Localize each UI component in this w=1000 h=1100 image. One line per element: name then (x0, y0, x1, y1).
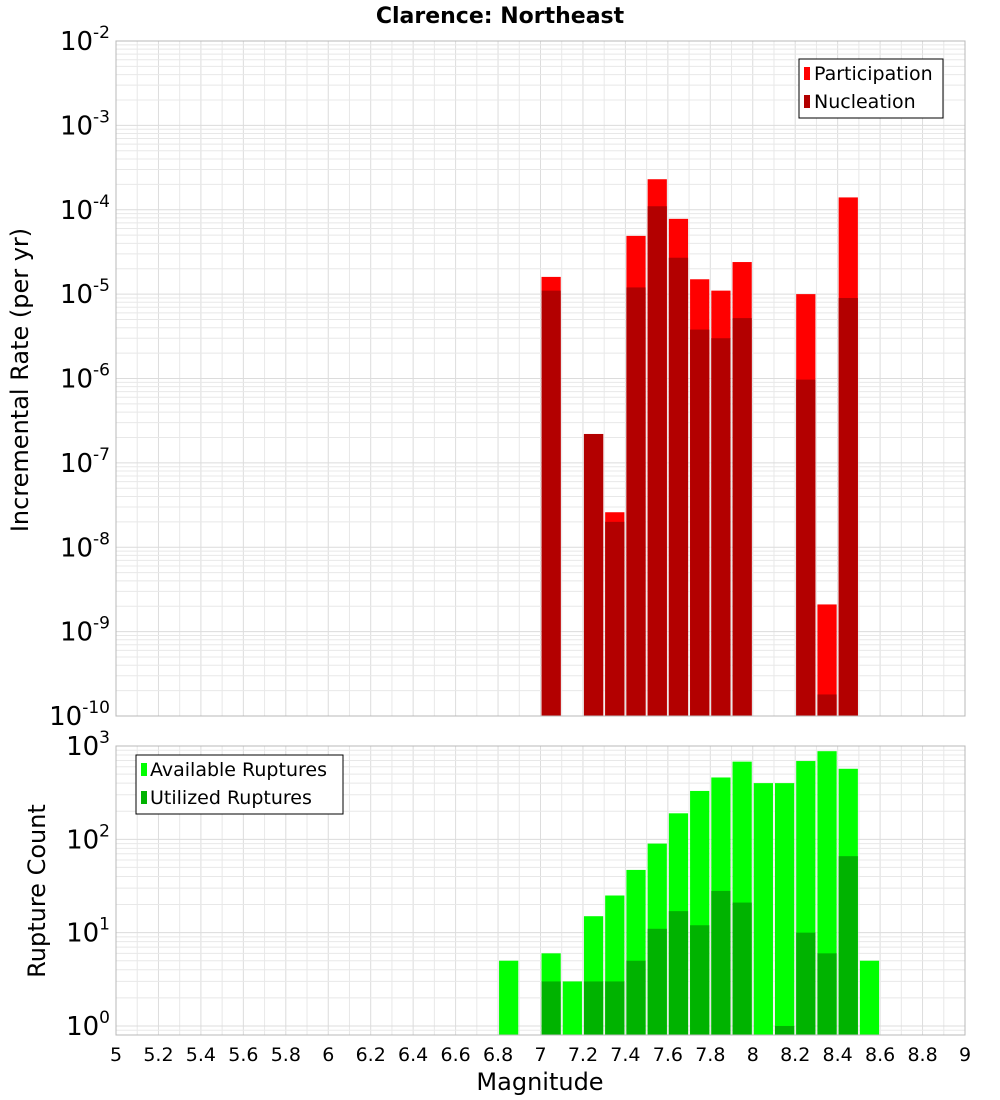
top-plot-frame (115, 40, 966, 717)
y-tick-label: 102 (66, 821, 110, 855)
rate-b-bar (541, 290, 561, 716)
rate-b-bar (711, 338, 731, 716)
count-b-bar (774, 1025, 795, 1035)
x-tick-label: 5.4 (186, 1044, 216, 1066)
x-tick-labels: 5 5.2 5.4 5.6 5.8 6 6.2 6.4 6.6 6.8 7 7.2 7.4 7.6 7.8 8… (110, 1044, 971, 1066)
x-tick-label: 8.8 (907, 1044, 937, 1066)
count-b-bar (838, 856, 858, 1035)
y-tick-label: 10-9 (60, 614, 110, 648)
count-b-bar (796, 932, 816, 1035)
y-tick-label: 10-7 (60, 445, 110, 479)
top-y-axis-label: Incremental Rate (per yr) (6, 228, 34, 532)
x-tick-label: 7.4 (610, 1044, 640, 1066)
rate-b-bar (583, 433, 604, 716)
legend-label-utilized-ruptures: Utilized Ruptures (150, 787, 312, 809)
rate-b-bar (796, 379, 816, 716)
x-tick-label: 5.8 (271, 1044, 301, 1066)
count-a-bar (859, 960, 880, 1035)
y-tick-label: 103 (66, 728, 110, 762)
count-a-bar (562, 981, 582, 1035)
legend-swatch-utilized-ruptures (141, 791, 147, 804)
x-tick-label: 8.2 (780, 1044, 810, 1066)
legend-label-participation: Participation (814, 63, 933, 85)
legend-label-available-ruptures: Available Ruptures (150, 759, 327, 781)
top-legend: Participation Nucleation (798, 58, 944, 119)
rate-b-bar (817, 694, 837, 716)
x-tick-label: 6 (322, 1044, 334, 1066)
top-plot-grid (115, 40, 966, 717)
count-b-bar (668, 911, 689, 1035)
count-b-bar (583, 981, 604, 1035)
legend-swatch-participation (804, 67, 810, 80)
y-tick-label: 10-2 (60, 23, 110, 57)
count-b-bar (541, 981, 561, 1035)
y-tick-label: 101 (66, 915, 110, 949)
bottom-y-axis-label: Rupture Count (23, 804, 51, 978)
count-a-bar (774, 783, 795, 1035)
x-tick-label: 8.6 (865, 1044, 895, 1066)
bottom-y-tick-labels: 100 101 102 103 (66, 728, 110, 1042)
top-plot-bars (541, 179, 858, 717)
top-y-tick-labels: 10-10 10-9 10-8 10-7 10-6 10-5 10-4 10-3 10-2 (49, 23, 110, 732)
y-tick-label: 10-3 (60, 107, 110, 141)
rate-b-bar (690, 329, 710, 716)
y-tick-label: 10-5 (60, 276, 110, 310)
top-legend-box (798, 58, 944, 119)
x-tick-label: 9 (959, 1044, 971, 1066)
x-tick-label: 5.2 (143, 1044, 173, 1066)
rate-b-bar (668, 257, 689, 716)
x-tick-label: 7.8 (695, 1044, 725, 1066)
bottom-plot-frame (115, 745, 966, 1036)
bottom-legend-box (135, 754, 344, 815)
x-tick-label: 7 (534, 1044, 546, 1066)
count-b-bar (817, 953, 837, 1035)
legend-label-nucleation: Nucleation (814, 91, 916, 113)
y-tick-label: 10-4 (60, 192, 110, 226)
legend-swatch-nucleation (804, 95, 810, 108)
y-tick-label: 10-6 (60, 361, 110, 395)
count-b-bar (626, 960, 646, 1035)
x-axis-label: Magnitude (476, 1068, 603, 1096)
y-tick-label: 100 (66, 1008, 110, 1042)
chart-title: Clarence: Northeast (376, 4, 625, 29)
x-tick-label: 5.6 (228, 1044, 258, 1066)
rate-b-bar (647, 206, 667, 716)
count-a-bar (499, 960, 519, 1035)
bottom-legend: Available Ruptures Utilized Ruptures (135, 754, 344, 815)
rate-a-bar (817, 604, 837, 716)
x-tick-label: 6.6 (440, 1044, 470, 1066)
y-tick-label: 10-10 (49, 698, 110, 732)
x-tick-label: 6.8 (483, 1044, 513, 1066)
bottom-plot-bars (499, 751, 880, 1035)
count-b-bar (605, 981, 625, 1035)
x-tick-label: 5 (110, 1044, 122, 1066)
x-tick-label: 6.4 (398, 1044, 428, 1066)
count-b-bar (732, 902, 752, 1035)
count-b-bar (647, 928, 667, 1035)
count-a-bar (753, 783, 773, 1035)
legend-swatch-available-ruptures (141, 763, 147, 776)
rate-b-bar (626, 287, 646, 716)
rate-b-bar (838, 297, 858, 716)
x-tick-label: 7.2 (568, 1044, 598, 1066)
x-tick-label: 8.4 (823, 1044, 853, 1066)
rate-b-bar (605, 521, 625, 716)
x-tick-label: 7.6 (653, 1044, 683, 1066)
x-tick-label: 6.2 (356, 1044, 386, 1066)
count-b-bar (711, 890, 731, 1035)
y-tick-label: 10-8 (60, 529, 110, 563)
rate-b-bar (732, 318, 752, 716)
count-b-bar (690, 925, 710, 1035)
x-tick-label: 8 (747, 1044, 759, 1066)
